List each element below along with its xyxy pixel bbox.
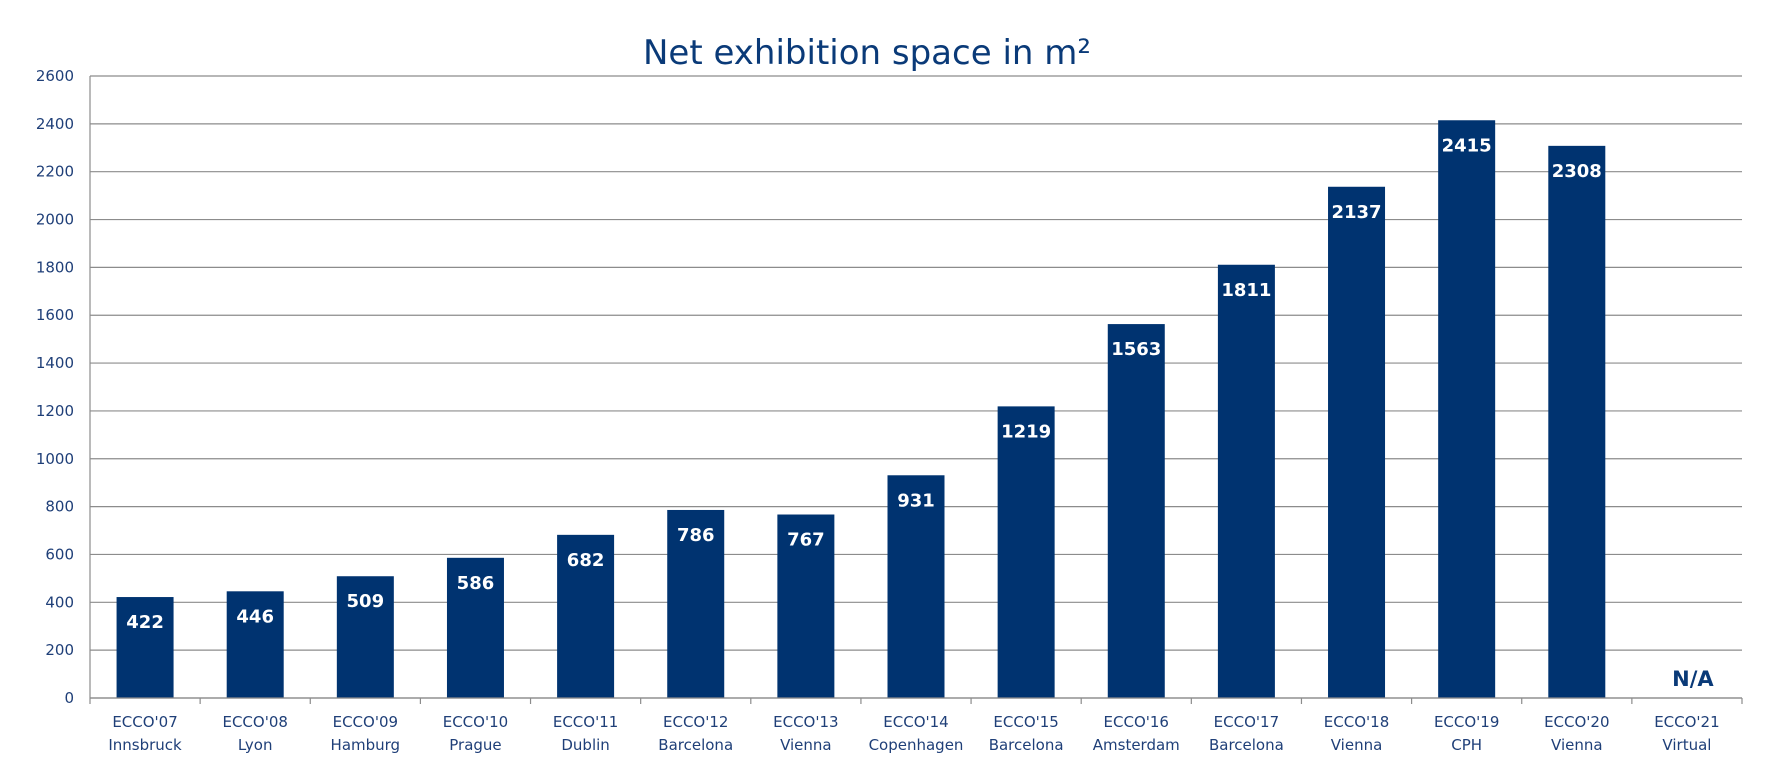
- x-tick-label: ECCO'07 Innsbruck: [108, 713, 182, 754]
- x-tick-label: ECCO'15 Barcelona: [989, 713, 1064, 754]
- x-tick-label: ECCO'18 Vienna: [1324, 713, 1389, 754]
- data-label: 931: [897, 490, 935, 511]
- chart-title: Net exhibition space in m²: [643, 33, 1091, 73]
- x-tick-label: ECCO'19 CPH: [1434, 713, 1499, 754]
- bar: [446, 557, 504, 698]
- x-tick-label: ECCO'10 Prague: [443, 713, 508, 754]
- x-tick-label: ECCO'09 Hamburg: [331, 713, 401, 754]
- data-label: 422: [126, 612, 164, 633]
- bar: [336, 576, 394, 698]
- x-tick-label: ECCO'12 Barcelona: [658, 713, 733, 754]
- data-label: 682: [567, 550, 605, 571]
- bar: [1548, 145, 1606, 699]
- bar: [1328, 186, 1386, 698]
- data-label: 786: [677, 525, 715, 546]
- data-label: 1219: [1001, 421, 1051, 442]
- y-tick-label: 2200: [36, 163, 74, 181]
- x-tick-label: ECCO'13 Vienna: [773, 713, 838, 754]
- x-tick-label: ECCO'20 Vienna: [1544, 713, 1609, 754]
- bar: [1107, 324, 1165, 698]
- data-label: 767: [787, 530, 825, 551]
- y-tick-label: 1600: [36, 306, 74, 324]
- data-label: 509: [347, 591, 385, 612]
- data-label: 2308: [1552, 161, 1602, 182]
- x-tick-label: ECCO'08 Lyon: [222, 713, 287, 754]
- data-label: 1811: [1221, 280, 1271, 301]
- x-tick-label: ECCO'21 Virtual: [1654, 713, 1719, 754]
- bar: [997, 406, 1055, 698]
- data-label: 2415: [1442, 135, 1492, 156]
- y-tick-label: 2600: [36, 67, 74, 85]
- bar: [887, 475, 945, 698]
- y-tick-label: 1000: [36, 450, 74, 468]
- y-axis: 0 200 400 600 800 1000 1200 1400 1600 1800 2000 220…: [36, 67, 91, 707]
- x-axis: ECCO'07 Innsbruck ECCO'08 Lyon ECCO'09 Hambur…: [89, 697, 1743, 754]
- bar: [226, 591, 284, 698]
- y-tick-label: 1400: [36, 354, 74, 372]
- y-tick-label: 200: [45, 641, 74, 659]
- bar: [1217, 264, 1275, 698]
- y-tick-label: 1200: [36, 402, 74, 420]
- bar: [116, 597, 174, 698]
- data-label: 586: [457, 573, 495, 594]
- bar: [1438, 120, 1496, 698]
- bar: [667, 509, 725, 698]
- y-tick-label: 0: [64, 689, 74, 707]
- bar: [557, 534, 615, 698]
- x-tick-label: ECCO'16 Amsterdam: [1093, 713, 1180, 754]
- x-tick-label: ECCO'11 Dublin: [553, 713, 618, 754]
- bars: 422 446 509 586 682 786 767 931 1219 1563 1811 2137…: [116, 120, 1714, 699]
- data-label: 446: [236, 606, 274, 627]
- data-label: 2137: [1331, 202, 1381, 223]
- y-tick-label: 1800: [36, 258, 74, 276]
- data-label: 1563: [1111, 339, 1161, 360]
- bar: [777, 514, 835, 698]
- y-tick-label: 800: [45, 498, 74, 516]
- x-tick-label: ECCO'14 Copenhagen: [869, 713, 964, 754]
- y-tick-label: 2000: [36, 211, 74, 229]
- x-tick-label: ECCO'17 Barcelona: [1209, 713, 1284, 754]
- y-tick-label: 600: [45, 545, 74, 563]
- y-tick-label: 400: [45, 593, 74, 611]
- data-label-na: N/A: [1672, 667, 1714, 691]
- y-tick-label: 2400: [36, 115, 74, 133]
